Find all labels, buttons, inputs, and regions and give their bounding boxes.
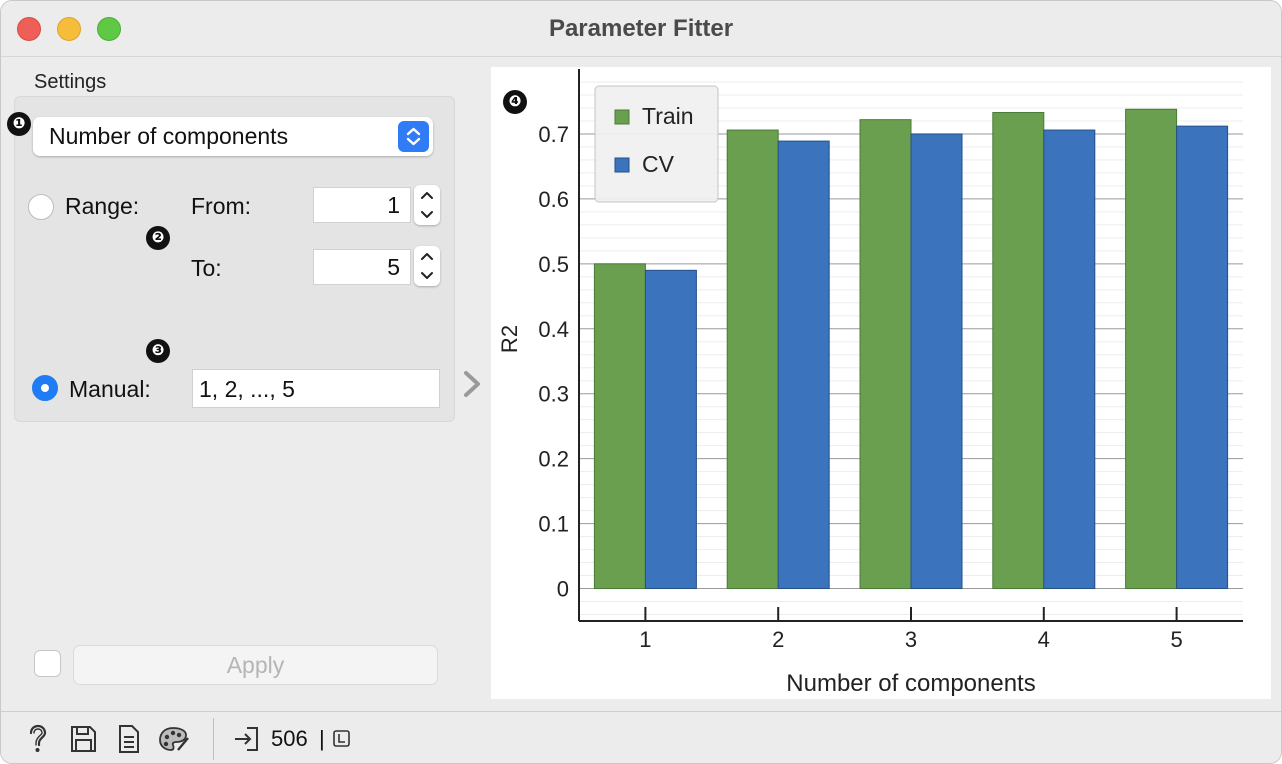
bar-train-3 bbox=[859, 119, 912, 590]
y-tick-label: 0.2 bbox=[538, 447, 569, 472]
x-tick-label: 1 bbox=[639, 627, 651, 652]
maximize-window-button[interactable] bbox=[97, 17, 121, 41]
badge-2: ❷ bbox=[146, 226, 170, 250]
apply-button[interactable]: Apply bbox=[73, 645, 438, 685]
settings-label: Settings bbox=[34, 71, 107, 93]
parameter-dropdown-value: Number of components bbox=[49, 123, 289, 149]
bar-train-5 bbox=[1125, 108, 1178, 590]
y-tick-label: 0.6 bbox=[538, 187, 569, 212]
bar-cv-2 bbox=[777, 140, 830, 590]
bar-train-1 bbox=[593, 263, 646, 590]
from-input[interactable]: 1 bbox=[313, 187, 411, 223]
bar-train-2 bbox=[726, 129, 779, 590]
legend-swatch-train bbox=[614, 109, 630, 125]
chevron-up-icon bbox=[421, 253, 433, 260]
from-stepper[interactable] bbox=[414, 185, 440, 225]
legend-label-cv: CV bbox=[642, 151, 675, 177]
x-tick-label: 2 bbox=[772, 627, 784, 652]
badge-3: ❸ bbox=[146, 339, 170, 363]
chevron-down-icon bbox=[421, 211, 433, 218]
window-title: Parameter Fitter bbox=[548, 15, 734, 42]
close-window-button[interactable] bbox=[17, 17, 41, 41]
legend-swatch-cv bbox=[614, 157, 630, 173]
status-separator bbox=[213, 718, 214, 760]
status-separator-text: | bbox=[319, 726, 325, 751]
y-tick-label: 0.4 bbox=[538, 317, 569, 342]
bar-train-4 bbox=[992, 112, 1045, 590]
auto-apply-checkbox[interactable] bbox=[34, 650, 61, 677]
manual-label: Manual: bbox=[69, 376, 151, 402]
x-tick-label: 5 bbox=[1170, 627, 1182, 652]
to-label: To: bbox=[191, 255, 222, 281]
chart-area: 0 0.1 0.2 0.3 0.4 0.5 0.6 0.7 1 2 3 4 5 Number of com… bbox=[491, 67, 1271, 699]
output-icon bbox=[333, 730, 351, 753]
y-tick-label: 0.1 bbox=[538, 512, 569, 537]
y-tick-label: 0.5 bbox=[538, 252, 569, 277]
badge-4: ❹ bbox=[503, 90, 527, 114]
manual-radio[interactable] bbox=[32, 375, 58, 401]
y-axis-label: R2 bbox=[497, 325, 522, 353]
input-icon bbox=[233, 724, 261, 759]
save-icon[interactable] bbox=[69, 724, 97, 759]
x-tick-label: 3 bbox=[905, 627, 917, 652]
bar-cv-5 bbox=[1176, 125, 1229, 590]
y-tick-label: 0 bbox=[557, 577, 569, 602]
report-icon[interactable] bbox=[117, 724, 141, 759]
y-tick-label: 0.3 bbox=[538, 382, 569, 407]
bar-cv-4 bbox=[1043, 129, 1096, 590]
chevron-up-icon bbox=[421, 192, 433, 199]
to-input[interactable]: 5 bbox=[313, 249, 411, 285]
from-label: From: bbox=[191, 193, 252, 219]
status-bar: 506 | bbox=[1, 711, 1281, 763]
bar-chart: 0 0.1 0.2 0.3 0.4 0.5 0.6 0.7 1 2 3 4 5 Number of com… bbox=[497, 69, 1243, 697]
range-label: Range: bbox=[65, 193, 140, 219]
title-bar: Parameter Fitter bbox=[1, 1, 1281, 57]
bar-cv-1 bbox=[644, 269, 697, 590]
badge-1: ❶ bbox=[7, 112, 31, 136]
input-count: 506 bbox=[271, 726, 308, 751]
legend-label-train: Train bbox=[642, 103, 694, 129]
updown-chevron-icon bbox=[398, 121, 429, 152]
parameter-dropdown[interactable]: Number of components bbox=[33, 117, 433, 156]
minimize-window-button[interactable] bbox=[57, 17, 81, 41]
x-tick-label: 4 bbox=[1038, 627, 1050, 652]
help-icon[interactable] bbox=[25, 724, 51, 759]
range-radio[interactable] bbox=[28, 194, 54, 220]
y-tick-label: 0.7 bbox=[538, 122, 569, 147]
palette-icon[interactable] bbox=[158, 724, 190, 759]
bar-cv-3 bbox=[910, 133, 963, 590]
chevron-right-icon[interactable] bbox=[459, 367, 485, 406]
manual-values-input[interactable]: 1, 2, ..., 5 bbox=[192, 369, 440, 408]
x-axis-label: Number of components bbox=[786, 670, 1035, 697]
to-stepper[interactable] bbox=[414, 246, 440, 286]
chevron-down-icon bbox=[421, 272, 433, 279]
